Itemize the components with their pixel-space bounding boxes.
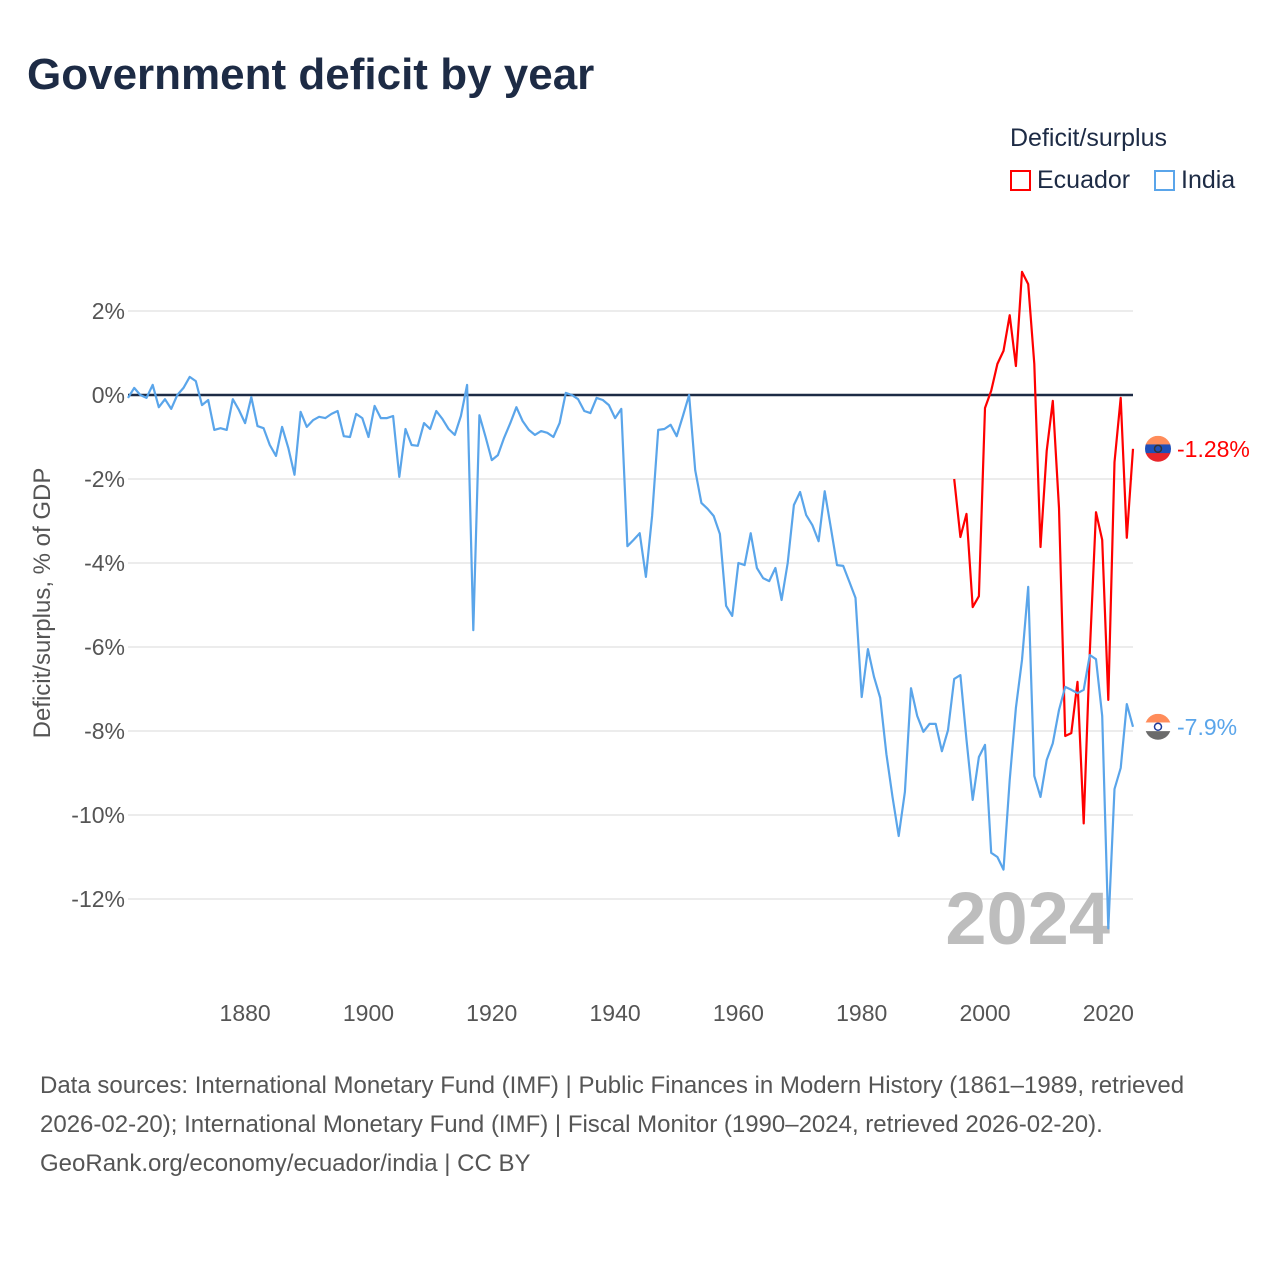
legend-swatch-india bbox=[1154, 170, 1175, 191]
x-tick-label: 1920 bbox=[466, 1000, 517, 1026]
line-chart: 2% 0% -2% -4% -6% -8% -10% -12% 1880 1900 1920 194… bbox=[29, 270, 1250, 1026]
y-tick-label: -6% bbox=[84, 634, 125, 660]
y-tick-label: -4% bbox=[84, 550, 125, 576]
y-tick-label: -12% bbox=[71, 886, 125, 912]
year-watermark: 2024 bbox=[945, 877, 1110, 960]
x-axis-ticks: 1880 1900 1920 1940 1960 1980 2000 2020 bbox=[220, 1000, 1134, 1026]
flag-stripe bbox=[1145, 435, 1171, 445]
legend-label-ecuador: Ecuador bbox=[1037, 166, 1131, 194]
y-tick-label: -2% bbox=[84, 466, 125, 492]
flag-stripe bbox=[1145, 713, 1171, 723]
flag-icon-ecuador bbox=[1145, 435, 1171, 462]
footer: Data sources: International Monetary Fun… bbox=[40, 1066, 1240, 1183]
chart-title: Government deficit by year bbox=[27, 50, 595, 99]
flag-emblem bbox=[1153, 444, 1163, 454]
y-axis-label: Deficit/surplus, % of GDP bbox=[29, 468, 56, 739]
flag-stripes bbox=[1145, 713, 1171, 740]
legend-item-ecuador[interactable]: Ecuador bbox=[1010, 166, 1130, 195]
credit-link[interactable]: GeoRank.org/economy/ecuador/india | CC B… bbox=[40, 1150, 531, 1177]
flag-icon-india bbox=[1145, 713, 1171, 740]
x-tick-label: 1960 bbox=[713, 1000, 764, 1026]
x-tick-label: 1980 bbox=[836, 1000, 887, 1026]
series-lines bbox=[127, 270, 1135, 930]
flag-stripes bbox=[1145, 435, 1171, 462]
end-labels: -1.28% -7.9% bbox=[1145, 435, 1250, 740]
y-axis-ticks: 2% 0% -2% -4% -6% -8% -10% -12% bbox=[71, 298, 125, 912]
series-line-ecuador bbox=[953, 270, 1135, 825]
flag-emblem bbox=[1153, 722, 1163, 732]
flag-stripe bbox=[1145, 731, 1171, 740]
x-tick-label: 1940 bbox=[589, 1000, 640, 1026]
y-tick-label: 2% bbox=[92, 298, 125, 324]
x-tick-label: 2020 bbox=[1083, 1000, 1134, 1026]
y-tick-label: -8% bbox=[84, 718, 125, 744]
legend-item-india[interactable]: India bbox=[1154, 166, 1235, 195]
end-label-india: -7.9% bbox=[1177, 714, 1237, 740]
flag-stripe bbox=[1145, 722, 1171, 732]
data-sources: Data sources: International Monetary Fun… bbox=[40, 1072, 1185, 1138]
flag-stripe bbox=[1145, 453, 1171, 462]
legend-label-india: India bbox=[1181, 166, 1236, 194]
y-tick-label: -10% bbox=[71, 802, 125, 828]
x-tick-label: 1880 bbox=[220, 1000, 271, 1026]
grid-lines bbox=[128, 310, 1133, 900]
legend-swatch-ecuador bbox=[1010, 170, 1031, 191]
end-label-ecuador: -1.28% bbox=[1177, 436, 1250, 462]
flag-stripe bbox=[1145, 444, 1171, 454]
legend-title: Deficit/surplus bbox=[1010, 124, 1167, 152]
x-tick-label: 2000 bbox=[959, 1000, 1010, 1026]
y-tick-label: 0% bbox=[92, 382, 125, 408]
x-tick-label: 1900 bbox=[343, 1000, 394, 1026]
series-line-india bbox=[127, 375, 1135, 930]
